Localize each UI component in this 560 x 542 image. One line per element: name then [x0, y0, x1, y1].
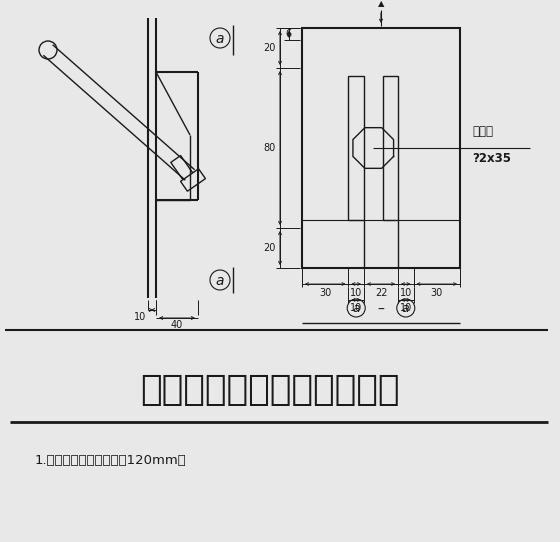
Text: 20: 20 [264, 43, 276, 53]
Text: 22: 22 [375, 288, 388, 298]
Text: ▲: ▲ [378, 0, 384, 8]
Text: 30: 30 [319, 288, 332, 298]
Bar [348, 76, 364, 220]
Text: 圆钢支撑与梁连接连接节点: 圆钢支撑与梁连接连接节点 [140, 373, 400, 407]
Text: a: a [216, 32, 224, 46]
Text: a: a [402, 302, 409, 315]
Text: 10: 10 [400, 288, 412, 298]
Bar [180, 169, 206, 191]
Text: 10: 10 [400, 303, 412, 313]
Text: 80: 80 [264, 143, 276, 153]
Text: 1.梁支撑腹板开洞距梁顶120mm。: 1.梁支撑腹板开洞距梁顶120mm。 [35, 454, 186, 467]
Text: –: – [377, 303, 384, 317]
Text: 10: 10 [134, 312, 146, 322]
Bar [302, 28, 460, 268]
Text: 20: 20 [264, 243, 276, 253]
Text: ?2x35: ?2x35 [472, 152, 511, 165]
Bar [171, 156, 193, 180]
Text: a: a [216, 274, 224, 288]
Bar [382, 76, 398, 220]
Text: a: a [352, 302, 360, 315]
Text: 30: 30 [431, 288, 443, 298]
Text: 6: 6 [285, 29, 291, 39]
Text: 孔居中: 孔居中 [472, 125, 493, 138]
Text: 10: 10 [350, 288, 362, 298]
Text: 40: 40 [171, 320, 183, 330]
Text: 10: 10 [350, 303, 362, 313]
